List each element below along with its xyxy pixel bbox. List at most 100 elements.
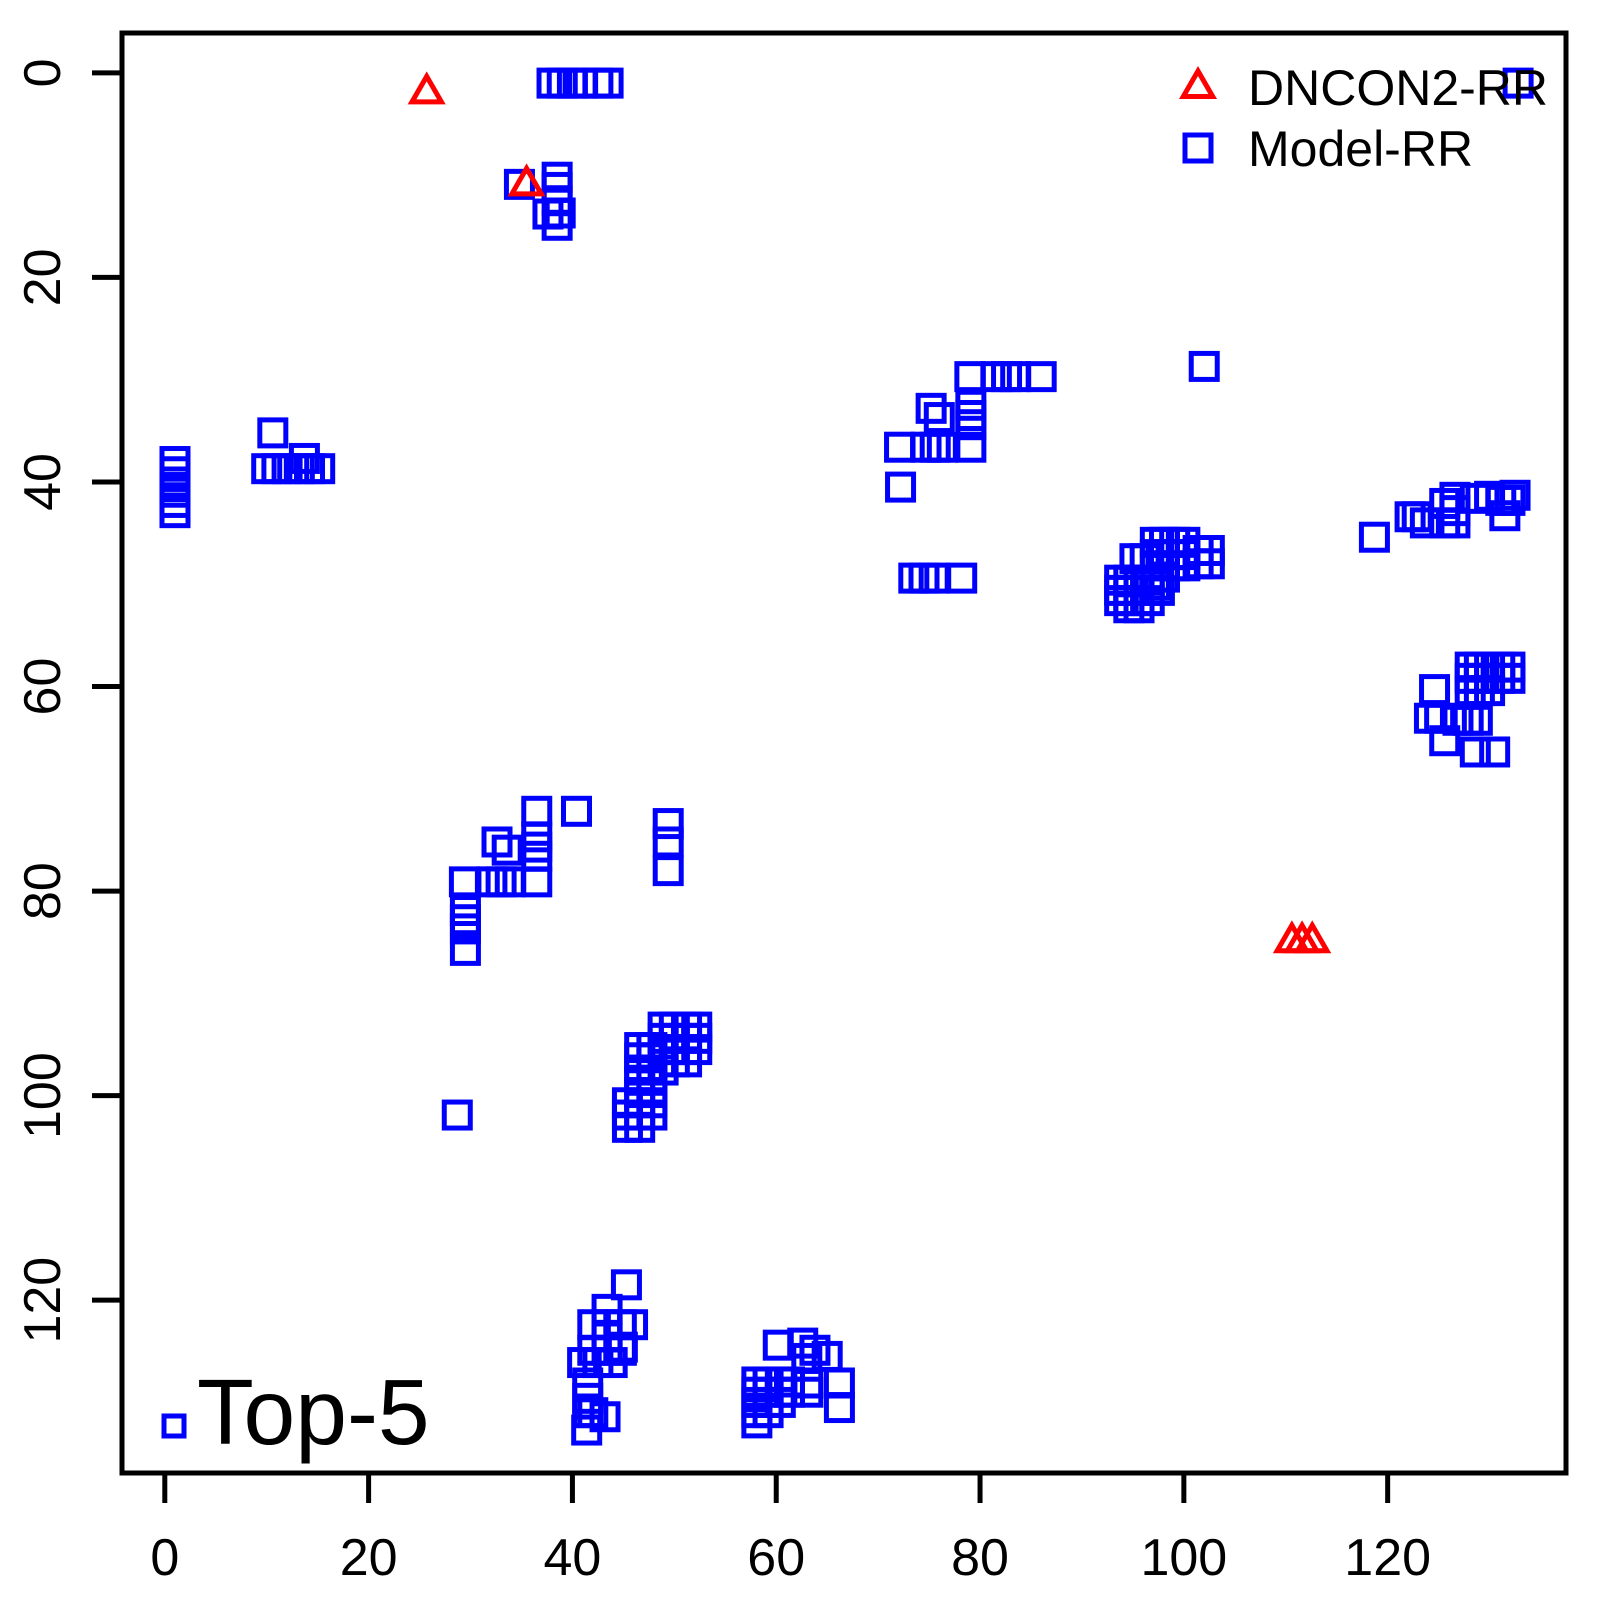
y-tick-label: 40 bbox=[14, 453, 72, 511]
model-rr-point bbox=[1025, 361, 1057, 393]
model-rr-point bbox=[159, 497, 191, 529]
model-rr-point bbox=[955, 409, 987, 441]
model-rr-point bbox=[1429, 725, 1461, 757]
model-rr-point bbox=[980, 361, 1012, 393]
model-rr-point bbox=[596, 1347, 628, 1379]
model-rr-point bbox=[592, 67, 624, 99]
model-rr-point bbox=[1439, 507, 1471, 539]
model-rr-point bbox=[491, 834, 523, 866]
legend-label-model-rr: Model-RR bbox=[1248, 121, 1473, 177]
dncon2-rr-point bbox=[1293, 920, 1332, 954]
model-rr-point bbox=[885, 471, 917, 503]
model-rr-point bbox=[955, 400, 987, 431]
model-rr-point bbox=[919, 431, 951, 463]
y-tick-label: 20 bbox=[14, 249, 72, 307]
model-rr-point bbox=[1358, 521, 1390, 553]
model-rr-point bbox=[792, 1376, 824, 1408]
model-rr-point bbox=[521, 840, 553, 872]
x-axis-ticks: 0 20 40 60 80 100 120 bbox=[150, 1473, 1431, 1587]
model-rr-point bbox=[624, 1111, 656, 1143]
x-tick-label: 0 bbox=[150, 1529, 179, 1587]
legend-label-dncon2-rr: DNCON2-RR bbox=[1248, 60, 1548, 116]
legend: DNCON2-RR Model-RR bbox=[1178, 60, 1548, 177]
model-rr-point bbox=[521, 821, 553, 853]
model-rr-point bbox=[521, 831, 553, 863]
y-tick-label: 80 bbox=[14, 862, 72, 920]
model-rr-point bbox=[1424, 702, 1456, 734]
dncon2-rr-point bbox=[507, 163, 546, 197]
legend-triangle-icon bbox=[1178, 65, 1218, 99]
model-rr-point bbox=[954, 361, 986, 393]
model-rr-point bbox=[652, 855, 684, 887]
model-rr-point bbox=[560, 795, 592, 827]
model-rr-point bbox=[884, 431, 916, 463]
model-rr-point bbox=[741, 1407, 773, 1439]
model-rr-point bbox=[908, 562, 940, 594]
model-rr-point bbox=[449, 904, 481, 936]
model-rr-point bbox=[449, 895, 481, 926]
model-rr-point bbox=[441, 1099, 473, 1131]
model-rr-point bbox=[1104, 574, 1136, 606]
model-rr-point bbox=[541, 209, 573, 241]
model-rr-point bbox=[257, 417, 289, 449]
model-rr-point bbox=[773, 1376, 805, 1408]
y-tick-label: 100 bbox=[14, 1052, 72, 1139]
model-rr-point bbox=[652, 808, 684, 840]
model-rr-point bbox=[1502, 67, 1534, 99]
model-rr-point bbox=[955, 431, 987, 463]
annotation-square-icon bbox=[161, 1413, 187, 1439]
model-rr-point bbox=[823, 1392, 855, 1424]
model-rr-point bbox=[448, 866, 480, 898]
y-tick-label: 0 bbox=[14, 58, 72, 87]
model-rr-point bbox=[915, 392, 947, 424]
dncon2-rr-point bbox=[407, 71, 446, 105]
x-tick-label: 80 bbox=[951, 1529, 1009, 1587]
model-rr-point bbox=[652, 826, 684, 858]
model-rr-point bbox=[521, 866, 553, 898]
model-rr-point bbox=[671, 1046, 703, 1078]
model-rr-point bbox=[946, 562, 978, 594]
x-tick-label: 120 bbox=[1344, 1529, 1431, 1587]
model-rr-point bbox=[1499, 479, 1531, 511]
model-rr-point bbox=[571, 1414, 603, 1446]
model-rr-point bbox=[1409, 507, 1441, 539]
model-rr-point bbox=[1000, 361, 1032, 393]
model-rr-point bbox=[449, 913, 481, 945]
annotation-top5: Top-5 bbox=[161, 1360, 430, 1464]
model-rr-point bbox=[923, 402, 955, 434]
model-rr-point bbox=[1419, 674, 1451, 706]
model-rr-point bbox=[1188, 350, 1220, 382]
model-rr-point bbox=[485, 866, 517, 898]
model-rr-point bbox=[1429, 487, 1461, 519]
legend-square-icon bbox=[1182, 132, 1214, 164]
model-rr-point bbox=[1459, 736, 1491, 768]
model-rr-point bbox=[1133, 585, 1165, 617]
x-tick-label: 40 bbox=[544, 1529, 602, 1587]
model-rr-point bbox=[1489, 500, 1521, 532]
model-rr-point bbox=[449, 934, 481, 966]
model-rr-point bbox=[1474, 675, 1506, 707]
model-rr-point bbox=[1479, 736, 1511, 768]
model-rr-point bbox=[481, 826, 513, 858]
data-points bbox=[159, 67, 1534, 1446]
annotation-label: Top-5 bbox=[197, 1360, 430, 1464]
model-rr-point bbox=[1461, 704, 1493, 736]
x-tick-label: 60 bbox=[747, 1529, 805, 1587]
model-rr-point bbox=[955, 389, 987, 421]
model-rr-point bbox=[610, 1269, 642, 1301]
model-rr-point bbox=[476, 866, 508, 898]
y-tick-label: 120 bbox=[14, 1257, 72, 1344]
model-rr-point bbox=[521, 795, 553, 827]
model-rr-point bbox=[991, 361, 1023, 393]
model-rr-point bbox=[494, 866, 526, 898]
x-tick-label: 100 bbox=[1140, 1529, 1227, 1587]
model-rr-point bbox=[503, 168, 535, 200]
y-axis-ticks: 0 20 40 60 80 100 120 bbox=[14, 58, 122, 1344]
y-tick-label: 60 bbox=[14, 658, 72, 716]
model-rr-point bbox=[304, 453, 336, 485]
plot-area-border bbox=[119, 30, 1569, 1476]
model-rr-point bbox=[1123, 592, 1155, 624]
x-tick-label: 20 bbox=[340, 1529, 398, 1587]
